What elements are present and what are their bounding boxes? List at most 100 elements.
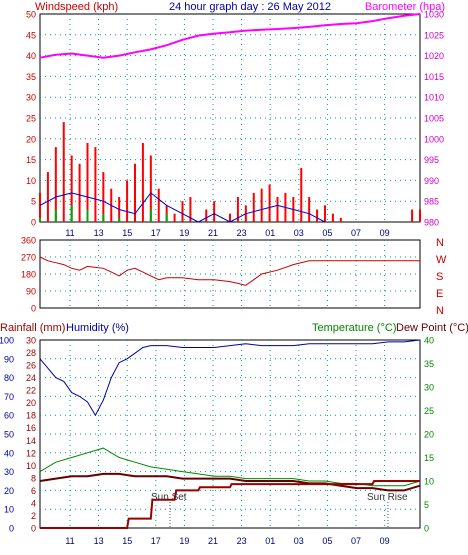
direction-tick: 0 [31,304,36,314]
humidity-tick: 10 [4,505,14,515]
rainfall-tick: 12 [26,448,36,458]
barometer-tick: 1025 [424,30,444,40]
x-tick-label: 09 [380,228,390,238]
sunset-label: Sun Set [151,492,187,503]
rainfall-tick: 22 [26,386,36,396]
temperature-tick: 20 [424,430,434,440]
rainfall-tick: 0 [31,524,36,534]
x-tick-label: 05 [322,228,332,238]
humidity-tick: 70 [4,392,14,402]
x-tick-label: 23 [237,536,247,546]
rainfall-tick: 8 [31,473,36,483]
humidity-tick: 60 [4,411,14,421]
humidity-tick: 20 [4,486,14,496]
temperature-y-ticks: 0 5 10 15 20 25 30 35 40 [424,336,434,534]
barometer-tick: 1015 [424,72,444,82]
temp-humidity-series [39,339,421,529]
windspeed-tick: 40 [26,51,36,61]
sunrise-label: Sun Rise [367,492,408,503]
windspeed-y-ticks: 0 5 10 15 20 25 30 35 40 45 50 [26,10,36,228]
temp-humidity-grid [40,340,420,528]
barometer-tick: 1000 [424,134,444,144]
x-tick-label: 03 [294,228,304,238]
windspeed-tick: 15 [26,155,36,165]
x-tick-label: 15 [122,228,132,238]
rainfall-line [40,480,420,529]
x-tick-label: 17 [151,536,161,546]
humidity-tick: 30 [4,467,14,477]
x-tick-label: 19 [179,228,189,238]
temperature-tick: 35 [424,359,434,369]
windspeed-tick: 25 [26,114,36,124]
barometer-tick: 980 [424,218,439,228]
direction-tick: 90 [26,287,36,297]
barometer-tick: 985 [424,197,439,207]
x-tick-label: 21 [208,228,218,238]
barometer-line [39,13,421,59]
compass-label: W [436,254,447,266]
direction-tick: 270 [21,253,36,263]
rainfall-tick: 24 [26,373,36,383]
x-tick-label: 07 [351,536,361,546]
windspeed-tick: 50 [26,10,36,20]
windspeed-axis-label: Windspeed (kph) [35,1,118,13]
dewpoint-line [39,472,421,492]
temperature-tick: 0 [424,524,429,534]
temperature-tick: 40 [424,336,434,346]
direction-tick: 180 [21,270,36,280]
rainfall-tick: 18 [26,411,36,421]
barometer-tick: 990 [424,176,439,186]
direction-y-ticks: 0 90 180 270 360 [21,236,36,314]
compass-label: E [436,288,443,300]
wind-direction-grid [40,240,420,308]
windspeed-tick: 20 [26,134,36,144]
windspeed-tick: 30 [26,93,36,103]
humidity-y-ticks: 0 10 20 30 40 50 60 70 80 90 100 [0,336,14,534]
barometer-tick: 1005 [424,114,444,124]
humidity-tick: 100 [0,336,14,346]
rainfall-tick: 14 [26,436,36,446]
humidity-tick: 90 [4,354,14,364]
barometer-tick: 1020 [424,51,444,61]
x-tick-label: 07 [351,228,361,238]
rainfall-tick: 4 [31,498,36,508]
wind-direction-line [39,256,420,286]
windspeed-tick: 35 [26,72,36,82]
rainfall-tick: 26 [26,361,36,371]
gust-avg-line [39,192,326,223]
direction-tick: 360 [21,236,36,246]
barometer-tick: 995 [424,155,439,165]
humidity-tick: 80 [4,373,14,383]
humidity-tick: 50 [4,430,14,440]
compass-label: S [436,271,443,283]
barometer-tick: 1030 [424,10,444,20]
x-tick-label: 17 [151,228,161,238]
wind-barometer-series [39,13,421,223]
humidity-tick: 40 [4,448,14,458]
temperature-tick: 5 [424,500,429,510]
rainfall-tick: 20 [26,398,36,408]
compass-label: N [436,305,444,317]
x-tick-label: 19 [179,536,189,546]
wind-direction-series [39,256,420,286]
windspeed-tick: 0 [31,218,36,228]
chart-title: 24 hour graph day : 26 May 2012 [169,1,331,13]
x-tick-label: 21 [208,536,218,546]
humidity-tick: 0 [9,524,14,534]
barometer-axis-label: Barometer (hpa) [365,1,445,13]
compass-label: N [436,237,444,249]
windspeed-tick: 5 [31,197,36,207]
rainfall-tick: 16 [26,423,36,433]
x-tick-label: 05 [322,536,332,546]
temperature-tick: 15 [424,453,434,463]
windspeed-tick: 45 [26,30,36,40]
windspeed-tick: 10 [26,176,36,186]
x-tick-label: 15 [122,536,132,546]
x-tick-label: 01 [265,536,275,546]
x-tick-label: 09 [380,536,390,546]
x-tick-label: 11 [65,536,74,546]
panel3-x-ticks: 11 13 15 17 19 21 23 01 03 05 07 09 [65,536,389,546]
x-tick-label: 23 [237,228,247,238]
